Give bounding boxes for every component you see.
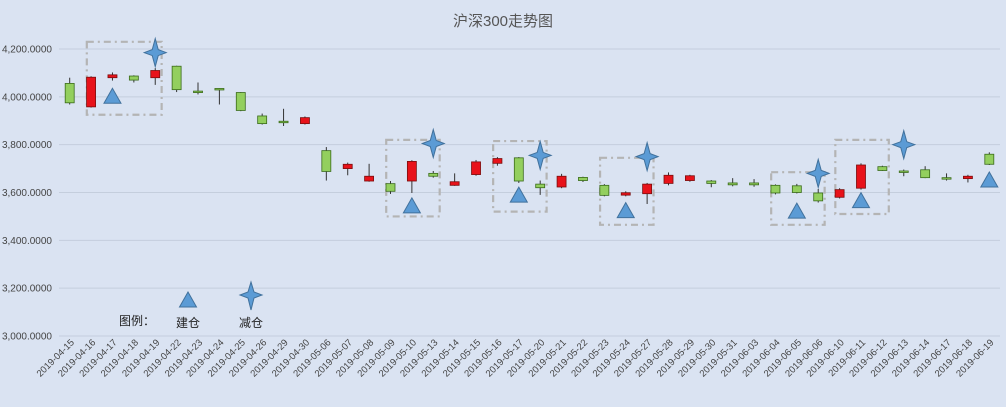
legend-build-label: 建仓 [176,316,200,330]
candle-body [834,189,845,198]
candle-body [235,92,246,111]
reduce-marker [527,139,553,172]
build-marker [103,87,122,104]
highlight-regions [85,40,890,226]
legend-build-triangle-icon [178,290,198,308]
candle-body [941,177,952,180]
candle-body [342,163,353,169]
candle-body [984,153,995,165]
x-axis: 2019-04-152019-04-162019-04-172019-04-18… [35,337,997,379]
candle-body [963,175,973,180]
candle-body [749,182,759,186]
build-marker [787,202,807,219]
candle-body [578,177,588,181]
candle-body [107,74,118,79]
build-marker [851,191,871,209]
build-marker [616,201,636,219]
chart-title: 沪深300走势图 [453,13,553,30]
candle-body [535,183,546,189]
candle-body [513,157,524,182]
candle-body [898,170,909,173]
candle-body [492,158,503,164]
candle-body [64,83,75,104]
candle-body [471,161,481,175]
candle-body [684,175,695,181]
highlight-region [770,171,826,226]
candle-body [920,169,931,179]
legend-title: 图例： [119,314,155,328]
build-marker [509,186,529,203]
candle-body [214,88,225,91]
candle-body [428,172,439,177]
highlight-region [834,138,890,216]
candle-body [620,192,631,196]
candle-body [406,161,417,182]
y-tick-label: 4,200.0000 [2,45,52,56]
legend-reduce-label: 减仓 [239,316,263,330]
candle-body [193,90,203,93]
candle-body [385,183,396,192]
grid [59,48,1000,337]
candle-body [257,115,268,125]
y-tick-label: 3,400.0000 [2,236,52,247]
build-marker [402,196,422,214]
candle-body [321,150,332,172]
reduce-marker [634,140,660,173]
candle-body [300,117,310,125]
candle-body [599,184,610,196]
legend-reduce-star-icon [238,280,264,311]
candle-body [727,182,738,186]
candle-body [171,65,182,91]
y-tick-label: 3,200.0000 [2,284,52,295]
y-tick-label: 4,000.0000 [2,92,52,103]
legend: 图例： 建仓 减仓 [119,280,264,330]
candle-body [706,180,717,184]
reduce-marker [420,127,446,160]
y-tick-label: 3,000.0000 [2,332,52,343]
y-tick-label: 3,600.0000 [2,188,52,199]
reduce-marker [142,36,168,69]
candles [64,65,995,204]
build-marker [979,171,999,188]
candle-body [813,192,824,202]
highlight-region [492,139,548,213]
candle-body [791,185,802,193]
reduce-marker [805,157,831,190]
candle-body [449,181,460,186]
trade-markers [103,36,999,219]
candle-body [86,76,96,108]
candle-body [663,174,674,184]
candle-body [150,70,161,79]
candle-body [770,184,781,194]
candle-body [128,75,139,81]
candle-body [278,120,289,124]
reduce-marker [891,128,917,161]
candle-body [642,183,653,195]
candle-body [877,166,888,171]
highlight-region [385,138,441,218]
candle-body [364,175,375,182]
y-axis: 3,000.0000 3,200.0000 3,400.0000 3,600.0000… [2,45,52,343]
candle-body [556,175,567,188]
candle-body [856,164,866,189]
y-tick-label: 3,800.0000 [2,140,52,151]
